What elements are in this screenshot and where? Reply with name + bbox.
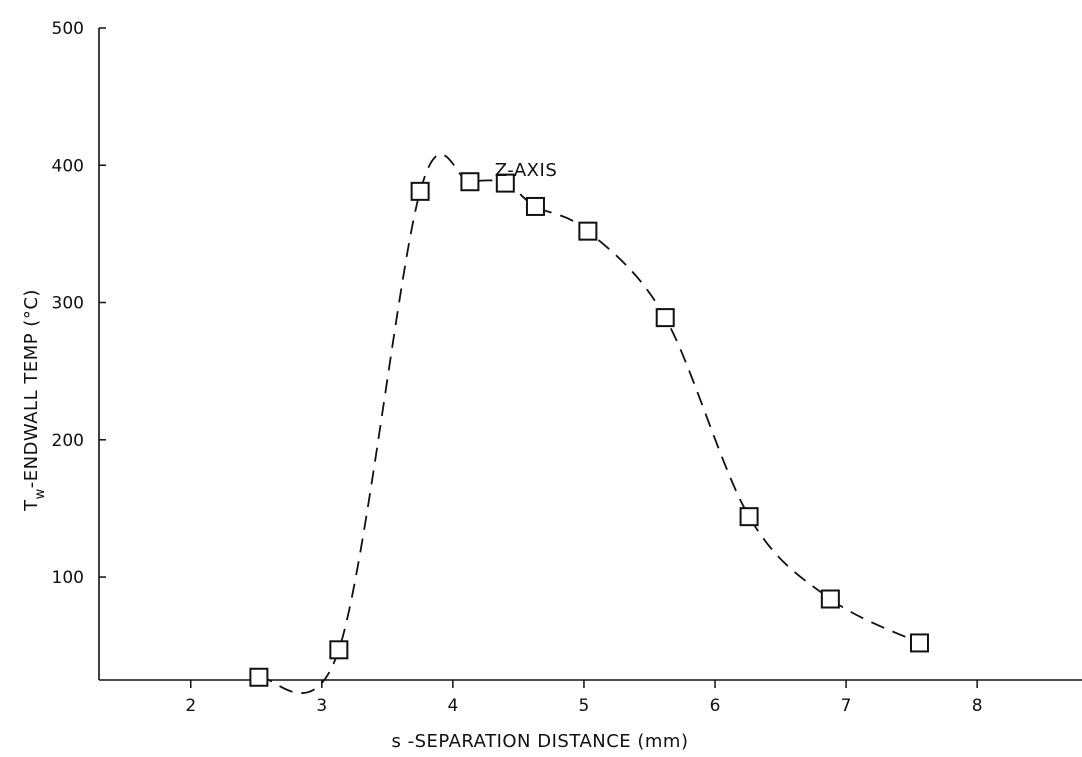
data-point bbox=[410, 181, 430, 201]
y-tick-label: 500 bbox=[52, 19, 84, 39]
data-point bbox=[820, 589, 840, 609]
x-tick-label: 4 bbox=[447, 696, 458, 716]
x-tick-label: 7 bbox=[841, 696, 852, 716]
x-tick-label: 6 bbox=[710, 696, 721, 716]
data-point bbox=[329, 640, 349, 660]
x-tick-label: 2 bbox=[185, 696, 196, 716]
data-point bbox=[739, 507, 759, 527]
data-point bbox=[249, 667, 269, 687]
data-point bbox=[460, 172, 480, 192]
y-axis-title: Tw-ENDWALL TEMP (°C) bbox=[21, 289, 48, 512]
y-ticks: 100 200 300 400 500 bbox=[52, 19, 106, 588]
y-tick-label: 300 bbox=[52, 294, 84, 314]
plot-axes bbox=[98, 28, 1082, 681]
data-point bbox=[525, 196, 545, 216]
y-axis-title-main: T bbox=[21, 499, 42, 512]
x-tick-label: 3 bbox=[316, 696, 327, 716]
data-point bbox=[655, 308, 675, 328]
y-tick-label: 200 bbox=[52, 431, 84, 451]
y-axis-title-rest: -ENDWALL TEMP (°C) bbox=[21, 289, 42, 488]
data-point bbox=[909, 633, 929, 653]
annotation-z-axis: Z-AXIS bbox=[495, 160, 558, 181]
y-axis-title-subscript: w bbox=[33, 488, 48, 499]
x-tick-label: 8 bbox=[972, 696, 983, 716]
y-tick-label: 400 bbox=[52, 156, 84, 176]
data-point bbox=[495, 173, 515, 193]
x-ticks: 2 3 4 5 6 7 8 bbox=[185, 680, 983, 716]
x-axis-title: s -SEPARATION DISTANCE (mm) bbox=[391, 731, 688, 752]
series-markers bbox=[249, 172, 929, 687]
x-tick-label: 5 bbox=[579, 696, 590, 716]
series-curve bbox=[258, 153, 920, 695]
data-point bbox=[578, 221, 598, 241]
y-tick-label: 100 bbox=[52, 568, 84, 588]
